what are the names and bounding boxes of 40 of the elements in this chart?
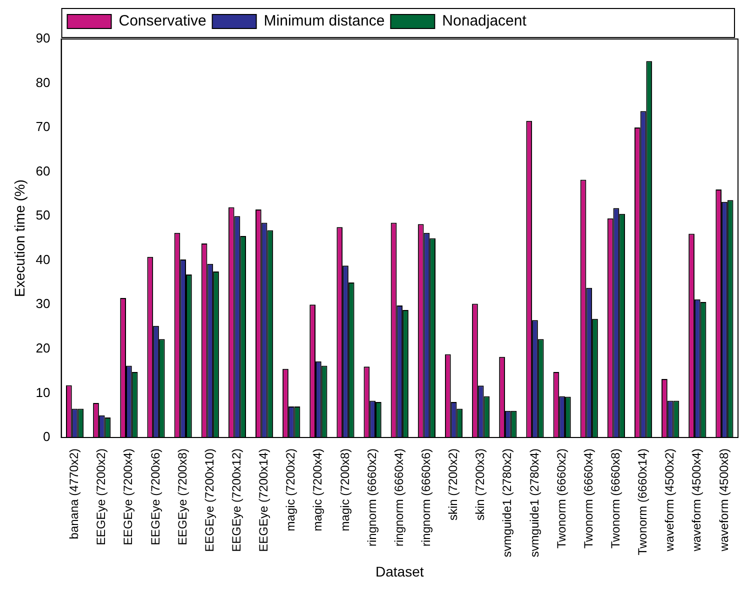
y-tick-label: 10 bbox=[36, 384, 50, 400]
x-tick-label: EEGEye (7200x6) bbox=[148, 448, 162, 546]
x-tick-label: waveform (4500x2) bbox=[662, 448, 677, 552]
y-tick-label: 50 bbox=[36, 208, 50, 223]
y-tick-label: 20 bbox=[36, 340, 50, 356]
x-tick-label: ringnorm (6660x4) bbox=[392, 448, 406, 547]
y-tick-label: 40 bbox=[36, 252, 50, 267]
x-tick-label: EEGEye (7200x8) bbox=[175, 448, 190, 546]
x-tick-label: EEGEye (7200x12) bbox=[230, 448, 244, 552]
x-tick-label: EEGEye (7200x14) bbox=[256, 448, 271, 552]
x-tick-label: EEGEye (7200x4) bbox=[121, 448, 136, 546]
x-tick-label: svmguide1 (2780x4) bbox=[527, 448, 542, 558]
x-tick-label: Twonorm (6660x8) bbox=[608, 448, 622, 549]
x-tick-label: EEGEye (7200x2) bbox=[94, 448, 108, 546]
x-tick-label: magic (7200x2) bbox=[284, 448, 298, 532]
y-axis-title: Execution time (%) bbox=[11, 179, 28, 297]
x-tick-label: Twonorm (6660x14) bbox=[636, 448, 650, 556]
x-axis-title: Dataset bbox=[376, 563, 424, 580]
x-tick-label: Twonorm (6660x2) bbox=[554, 448, 568, 549]
x-tick-label: waveform (4500x4) bbox=[690, 448, 704, 552]
x-tick-label: ringnorm (6660x6) bbox=[419, 448, 434, 547]
legend-label: Conservative bbox=[118, 12, 206, 30]
y-tick-label: 90 bbox=[36, 30, 50, 46]
x-tick-label: magic (7200x4) bbox=[310, 448, 325, 532]
x-tick-label: waveform (4500x8) bbox=[716, 448, 731, 552]
legend-label: Minimum distance bbox=[264, 12, 385, 30]
x-tick-label: skin (7200x3) bbox=[473, 448, 488, 521]
legend-label: Nonadjacent bbox=[442, 12, 528, 30]
x-tick-label: svmguide1 (2780x2) bbox=[500, 448, 514, 558]
y-tick-label: 60 bbox=[36, 163, 50, 178]
x-tick-label: Twonorm (6660x4) bbox=[581, 448, 596, 549]
x-tick-label: skin (7200x2) bbox=[446, 448, 460, 521]
y-tick-label: 30 bbox=[36, 296, 50, 312]
y-tick-label: 0 bbox=[43, 429, 50, 444]
x-tick-label: ringnorm (6660x2) bbox=[364, 448, 379, 547]
x-tick-label: EEGEye (7200x10) bbox=[202, 448, 216, 552]
y-tick-label: 80 bbox=[36, 74, 50, 90]
x-tick-label: magic (7200x8) bbox=[338, 448, 352, 532]
x-tick-label: banana (4770x2) bbox=[67, 448, 82, 540]
y-tick-label: 70 bbox=[36, 119, 50, 134]
